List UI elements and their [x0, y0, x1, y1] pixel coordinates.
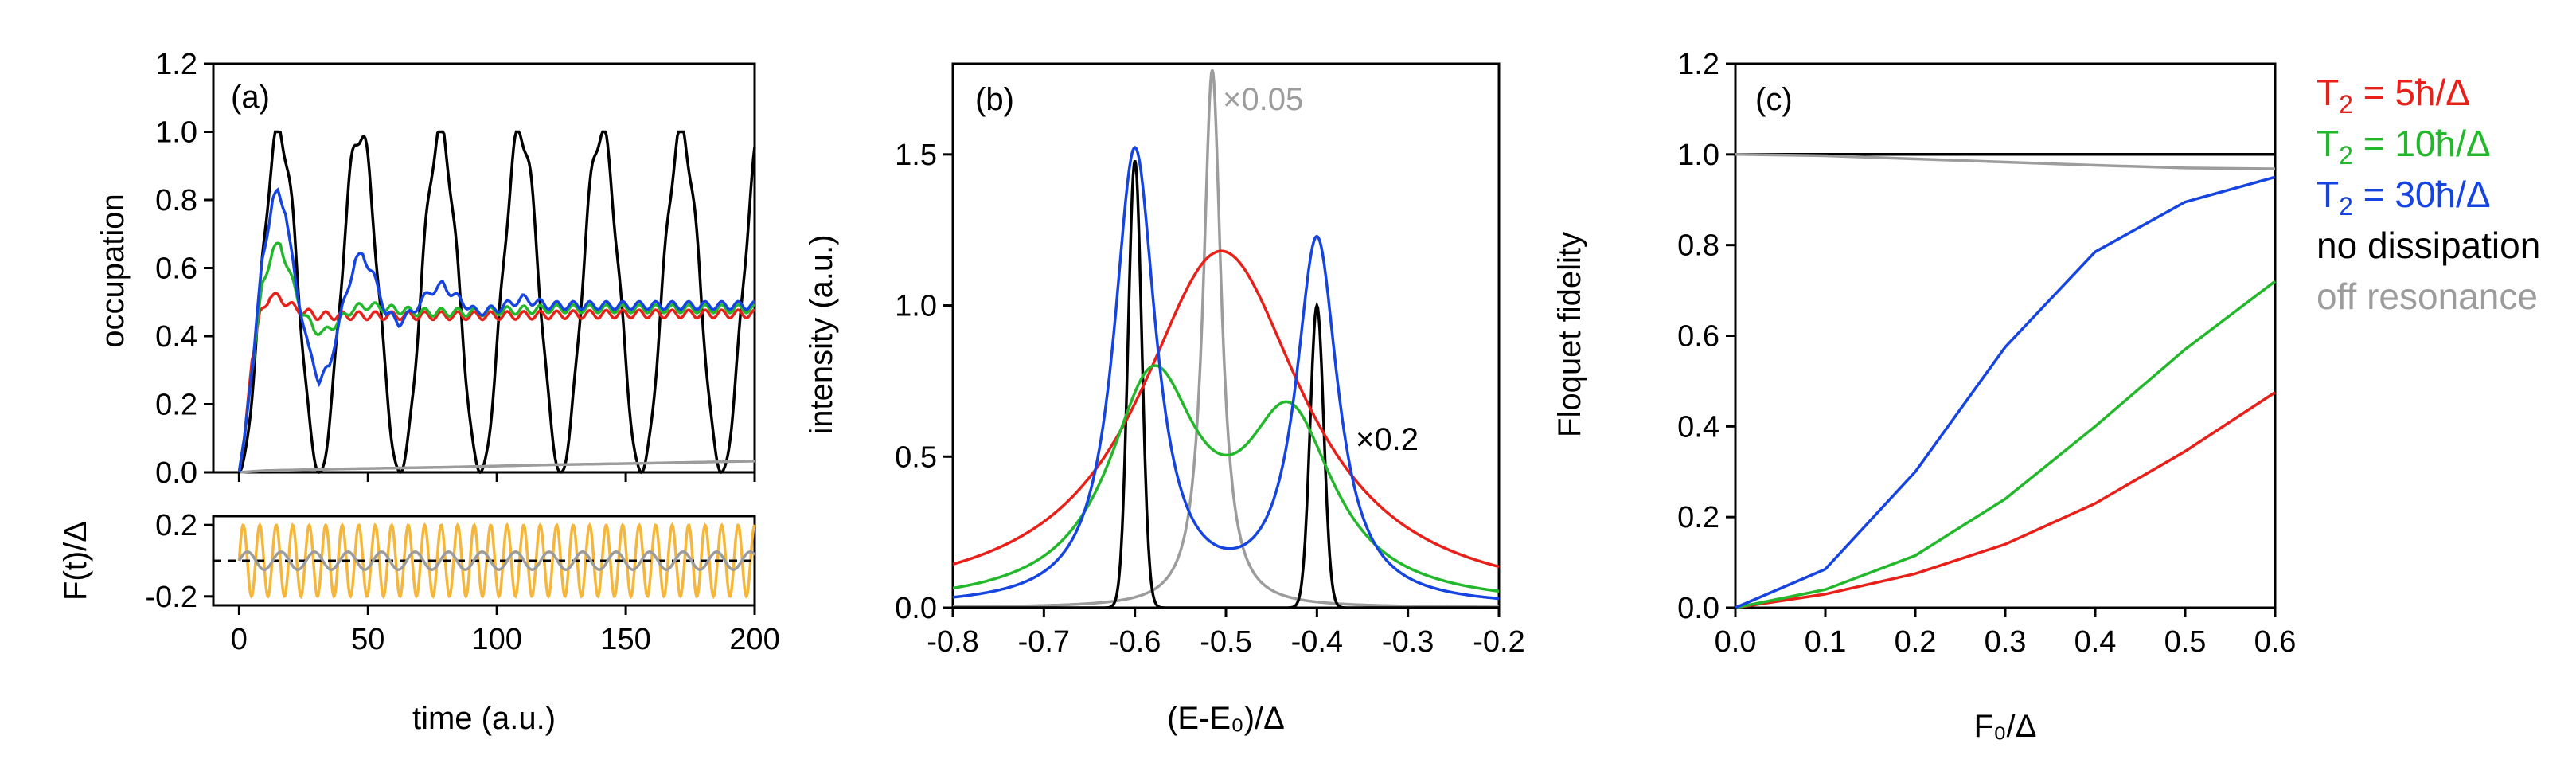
panel-b-xtick-label: -0.2 — [1473, 625, 1524, 659]
panel-c-ytick-label: 0.0 — [1677, 592, 1719, 625]
panel-a-inset-ytick-label: 0.2 — [155, 509, 197, 542]
panel-c-ytick-label: 0.6 — [1677, 320, 1719, 354]
panel-c-xtick-label: 0.0 — [1715, 625, 1757, 659]
panel-a-inset-ytick-label: -0.2 — [146, 581, 197, 614]
legend-entry-2: T2 = 10ħ/Δ — [2316, 123, 2491, 170]
panel-a-series-off-resonance — [239, 460, 755, 474]
panel-b-frame — [951, 62, 1501, 609]
panel-a-ytick-label: 0.0 — [155, 456, 197, 490]
panel-b-xtick-label: -0.6 — [1109, 625, 1161, 659]
panel-b-ylabel: intensity (a.u.) — [804, 234, 839, 434]
panel-c-series-t2-5 — [1735, 391, 2276, 609]
legend-entry-5: off resonance — [2316, 276, 2538, 317]
panel-b-spectrum-plot: 0.0 0.5 1.0 1.5 -0.8 -0.7 -0.6 -0.5 -0.4 -0.3 -0.… — [804, 62, 1525, 736]
panel-c-ytick-label: 0.2 — [1677, 501, 1719, 534]
panel-b-series-t2-30 — [952, 146, 1500, 601]
panel-a-ylabel: occupation — [96, 194, 131, 347]
panel-a-ytick-label: 0.8 — [155, 184, 197, 217]
panel-a-inset-drive-plot: 0.2 -0.2 0 50 100 150 200 F(t)/Δ time (a.u.) — [58, 509, 780, 736]
panel-a-ytick-label: 0.4 — [155, 320, 197, 354]
panel-a-ytick-label: 0.2 — [155, 389, 197, 422]
legend-entry-4: no dissipation — [2316, 225, 2540, 266]
panel-c-xtick-label: 0.5 — [2164, 625, 2207, 659]
panel-a-inset-xtick-label: 150 — [600, 623, 650, 656]
panel-c-label: (c) — [1755, 82, 1793, 117]
panel-a-inset-xtick-label: 200 — [729, 623, 779, 656]
panel-a-inset-xtick-label: 0 — [231, 623, 248, 656]
panel-c-xlabel: F₀/Δ — [1974, 709, 2037, 744]
panel-c-ytick-label: 0.4 — [1677, 410, 1719, 444]
panel-b-xtick-label: -0.8 — [927, 625, 978, 659]
panel-b-series-t2-10 — [952, 364, 1500, 593]
panel-c-ylabel: Floquet fidelity — [1552, 232, 1587, 437]
panel-a-label: (a) — [231, 80, 270, 115]
panel-b-xlabel: (E-E₀)/Δ — [1167, 701, 1285, 736]
panel-a-series-t2-10 — [237, 241, 755, 473]
legend-entry-3: T2 = 30ħ/Δ — [2316, 174, 2491, 221]
panel-b-xtick-label: -0.3 — [1382, 625, 1434, 659]
panel-b-xtick-label: -0.7 — [1018, 625, 1070, 659]
legend: T2 = 5ħ/ΔT2 = 10ħ/ΔT2 = 30ħ/Δno dissipat… — [2316, 72, 2540, 317]
panel-c-fidelity-plot: 0.0 0.2 0.4 0.6 0.8 1.0 1.2 0.0 0.1 0.2 0.3 0.4 0.5… — [1552, 48, 2296, 744]
panel-c-ytick-label: 0.8 — [1677, 229, 1719, 263]
panel-c-xtick-label: 0.6 — [2254, 625, 2297, 659]
panel-c-series-t2-10 — [1735, 280, 2277, 609]
panel-c-series-off-resonance — [1735, 153, 2276, 170]
panel-c-xtick-label: 0.4 — [2074, 625, 2117, 659]
panel-c-frame — [1734, 62, 2277, 609]
panel-a-inset-xtick-label: 50 — [351, 623, 384, 656]
panel-b-xtick-label: -0.4 — [1291, 625, 1343, 659]
panel-a-ytick-label: 1.0 — [155, 116, 197, 150]
panel-b-black-scale-annotation: ×0.2 — [1356, 422, 1419, 457]
panel-b-series-off-resonance-0-05 — [953, 69, 1499, 609]
panel-b-xtick-label: -0.5 — [1200, 625, 1251, 659]
panel-c-xtick-label: 0.3 — [1985, 625, 2027, 659]
panel-a-inset-xtick-label: 100 — [471, 623, 521, 656]
panel-a-ytick-label: 1.2 — [155, 48, 197, 81]
panel-c-ytick-label: 1.0 — [1677, 139, 1719, 172]
panel-a-inset-series-drive — [237, 522, 756, 600]
panel-b-ytick-label: 1.0 — [895, 290, 937, 323]
panel-c-xtick-label: 0.2 — [1895, 625, 1937, 659]
panel-a-series-t2-30 — [237, 187, 755, 473]
panel-a-series-t2-5 — [237, 292, 755, 473]
panel-b-ytick-label: 1.5 — [895, 139, 937, 172]
panel-b-label: (b) — [975, 82, 1014, 117]
panel-c-ytick-label: 1.2 — [1677, 48, 1719, 81]
panel-a-inset-series-off-resonance-drive — [237, 550, 756, 571]
panel-c-series-t2-30 — [1735, 175, 2276, 609]
panel-b-ytick-label: 0.0 — [895, 592, 937, 625]
panel-b-gray-scale-annotation: ×0.05 — [1223, 82, 1303, 117]
panel-a-ytick-label: 0.6 — [155, 252, 197, 286]
panel-b-ytick-label: 0.5 — [895, 440, 937, 474]
legend-entry-1: T2 = 5ħ/Δ — [2316, 72, 2470, 119]
panel-a-xlabel: time (a.u.) — [412, 701, 556, 736]
panel-a-inset-ylabel: F(t)/Δ — [58, 521, 93, 601]
panel-b-series-t2-5 — [952, 249, 1500, 569]
panel-a-occupation-plot: 0.0 0.2 0.4 0.6 0.8 1.0 1.2 (a) occupation — [96, 48, 756, 490]
panel-c-xtick-label: 0.1 — [1805, 625, 1847, 659]
panel-a-series-no-dissipation — [238, 130, 756, 475]
